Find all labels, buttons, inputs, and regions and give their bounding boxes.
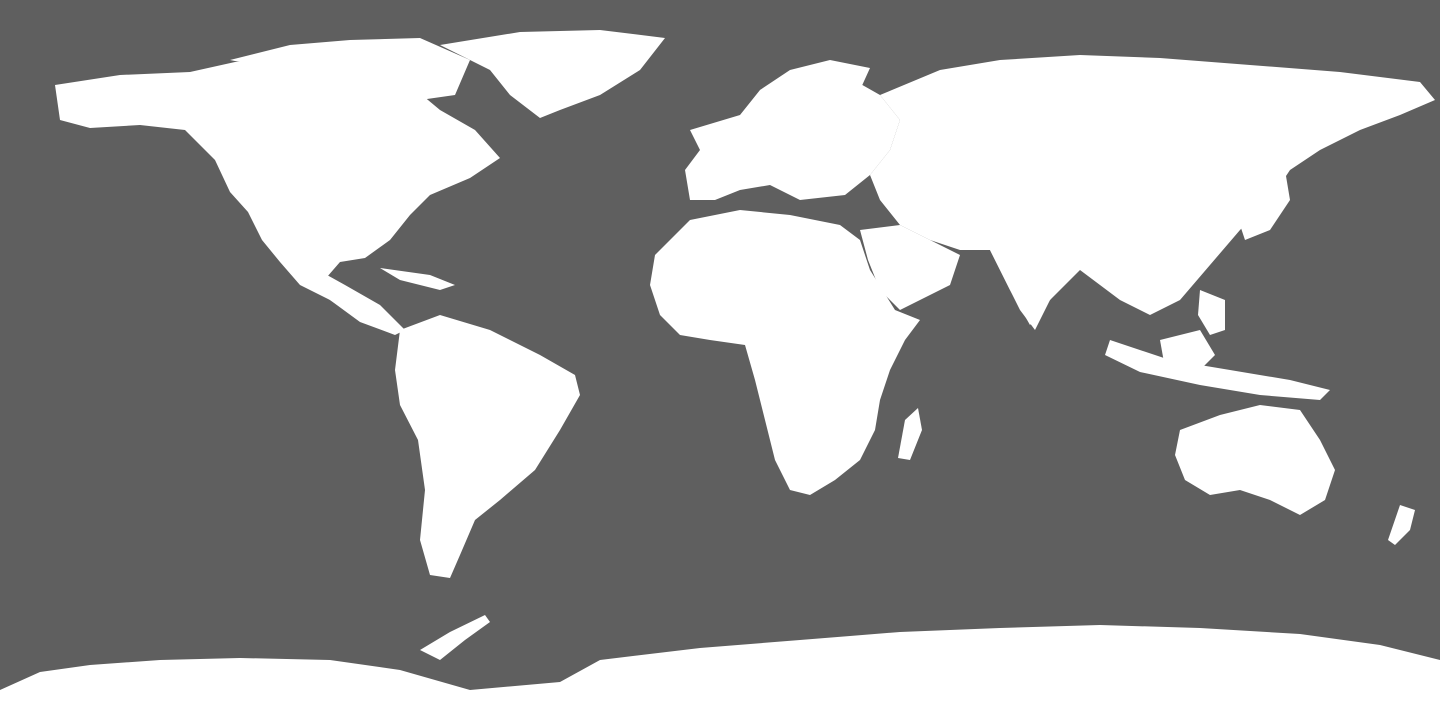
japan-landmass xyxy=(1240,170,1290,240)
india-landmass xyxy=(990,250,1070,330)
landmasses xyxy=(0,30,1440,720)
uk-landmass xyxy=(700,122,728,160)
scandinavia-landmass xyxy=(760,60,870,125)
caribbean-landmass xyxy=(380,268,455,290)
antarctica-landmass xyxy=(0,625,1440,720)
arctic-islands-landmass xyxy=(230,38,470,100)
philippines-landmass xyxy=(1198,290,1225,335)
new-zealand-landmass xyxy=(1388,505,1415,545)
south-america-landmass xyxy=(395,315,580,578)
europe-landmass xyxy=(685,75,900,200)
madagascar-landmass xyxy=(898,408,922,460)
southeast-asia-islands-landmass xyxy=(1105,340,1330,400)
central-america-landmass xyxy=(300,260,405,335)
borneo-landmass xyxy=(1160,330,1215,375)
greenland-landmass xyxy=(440,30,665,118)
north-america-landmass xyxy=(55,58,500,330)
arabia-landmass xyxy=(860,225,960,310)
australia-landmass xyxy=(1175,405,1335,515)
africa-landmass xyxy=(650,210,920,495)
antarctic-peninsula-landmass xyxy=(420,615,490,660)
